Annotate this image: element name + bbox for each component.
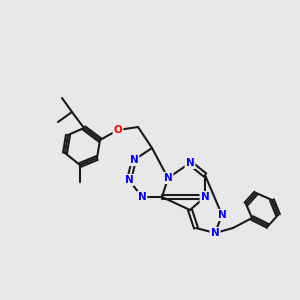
Text: N: N: [164, 173, 172, 183]
Text: N: N: [186, 158, 194, 168]
Text: N: N: [201, 192, 209, 202]
Text: O: O: [114, 125, 122, 135]
Text: N: N: [211, 228, 219, 238]
Text: N: N: [124, 175, 134, 185]
Text: N: N: [130, 155, 138, 165]
Text: N: N: [218, 210, 226, 220]
Text: N: N: [138, 192, 146, 202]
